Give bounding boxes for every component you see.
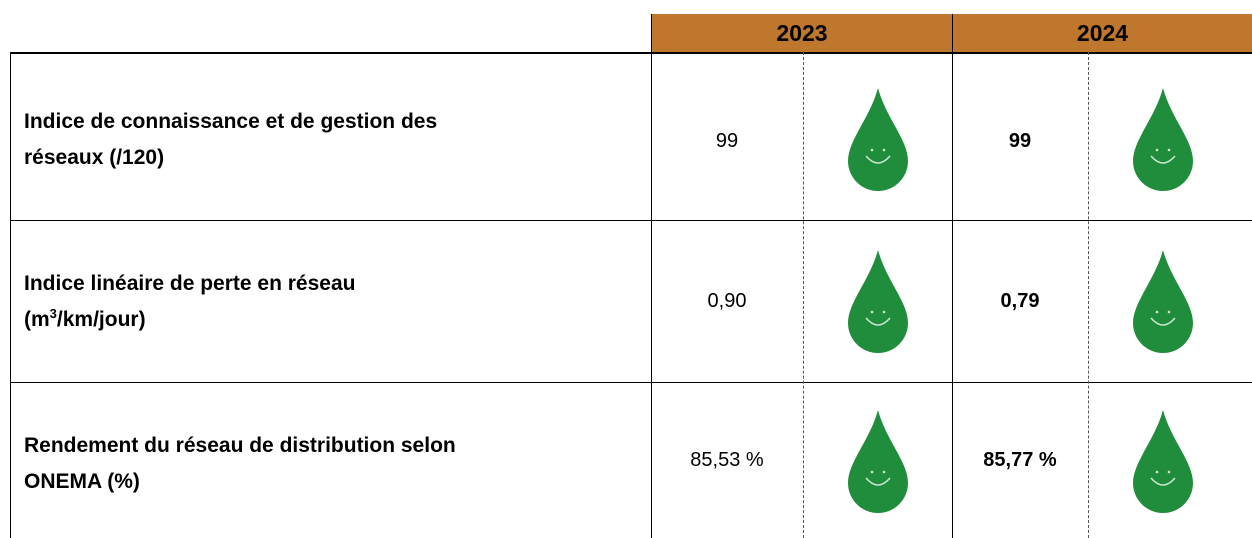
smile <box>1150 155 1176 164</box>
eye <box>870 310 874 314</box>
value: 99 <box>715 130 739 152</box>
smile <box>865 155 891 164</box>
drop <box>1133 88 1193 191</box>
row-border <box>10 220 1252 221</box>
label-line: réseaux (/120) <box>24 146 165 169</box>
drop-icon <box>1133 410 1193 513</box>
year-header: 2023 <box>651 14 952 52</box>
eye <box>1167 310 1171 314</box>
eye <box>870 148 874 152</box>
year-header: 2024 <box>952 14 1252 52</box>
col-border <box>1088 52 1089 538</box>
drop-icon <box>1133 250 1193 353</box>
row-label: Indice linéaire de perte en réseau (m3/k… <box>24 266 634 338</box>
value: 99 <box>1008 130 1032 152</box>
eye <box>1155 470 1159 474</box>
drop-icon <box>848 88 908 191</box>
eye <box>1155 310 1159 314</box>
eye <box>1155 148 1159 152</box>
value: 85,77 % <box>983 449 1057 471</box>
label-line: Rendement du réseau de distribution selo… <box>24 434 456 457</box>
col-border <box>952 52 953 538</box>
eye <box>1167 148 1171 152</box>
label-line: (m3/km/jour) <box>24 302 634 338</box>
eye <box>882 148 886 152</box>
col-border <box>10 52 11 538</box>
label-line: ONEMA (%) <box>24 470 140 493</box>
eye <box>870 470 874 474</box>
drop <box>1133 410 1193 513</box>
row-border <box>10 382 1252 383</box>
value: 0,90 <box>707 290 747 312</box>
eye <box>882 310 886 314</box>
col-border <box>803 52 804 538</box>
drop-icon <box>848 410 908 513</box>
row-label: Indice de connaissance et de gestion des… <box>24 104 634 176</box>
value: 85,53 % <box>690 449 764 471</box>
unit: (m <box>24 308 50 331</box>
row-label: Rendement du réseau de distribution selo… <box>24 428 634 500</box>
eye <box>882 470 886 474</box>
value: 0,79 <box>1000 290 1040 312</box>
smile <box>1150 477 1176 486</box>
drop <box>848 250 908 353</box>
drop <box>848 88 908 191</box>
label-line: Indice linéaire de perte en réseau <box>24 272 356 295</box>
smile <box>865 477 891 486</box>
unit: /km/jour) <box>56 308 146 331</box>
unit-sup: 3 <box>49 306 57 321</box>
eye <box>1167 470 1171 474</box>
drop <box>1133 250 1193 353</box>
drop-icon <box>1133 88 1193 191</box>
drop-icon <box>848 250 908 353</box>
drop <box>848 410 908 513</box>
col-border <box>651 52 652 538</box>
smile <box>1150 317 1176 326</box>
smile <box>865 317 891 326</box>
row-border <box>10 52 1252 54</box>
label-line: Indice de connaissance et de gestion des <box>24 110 438 133</box>
